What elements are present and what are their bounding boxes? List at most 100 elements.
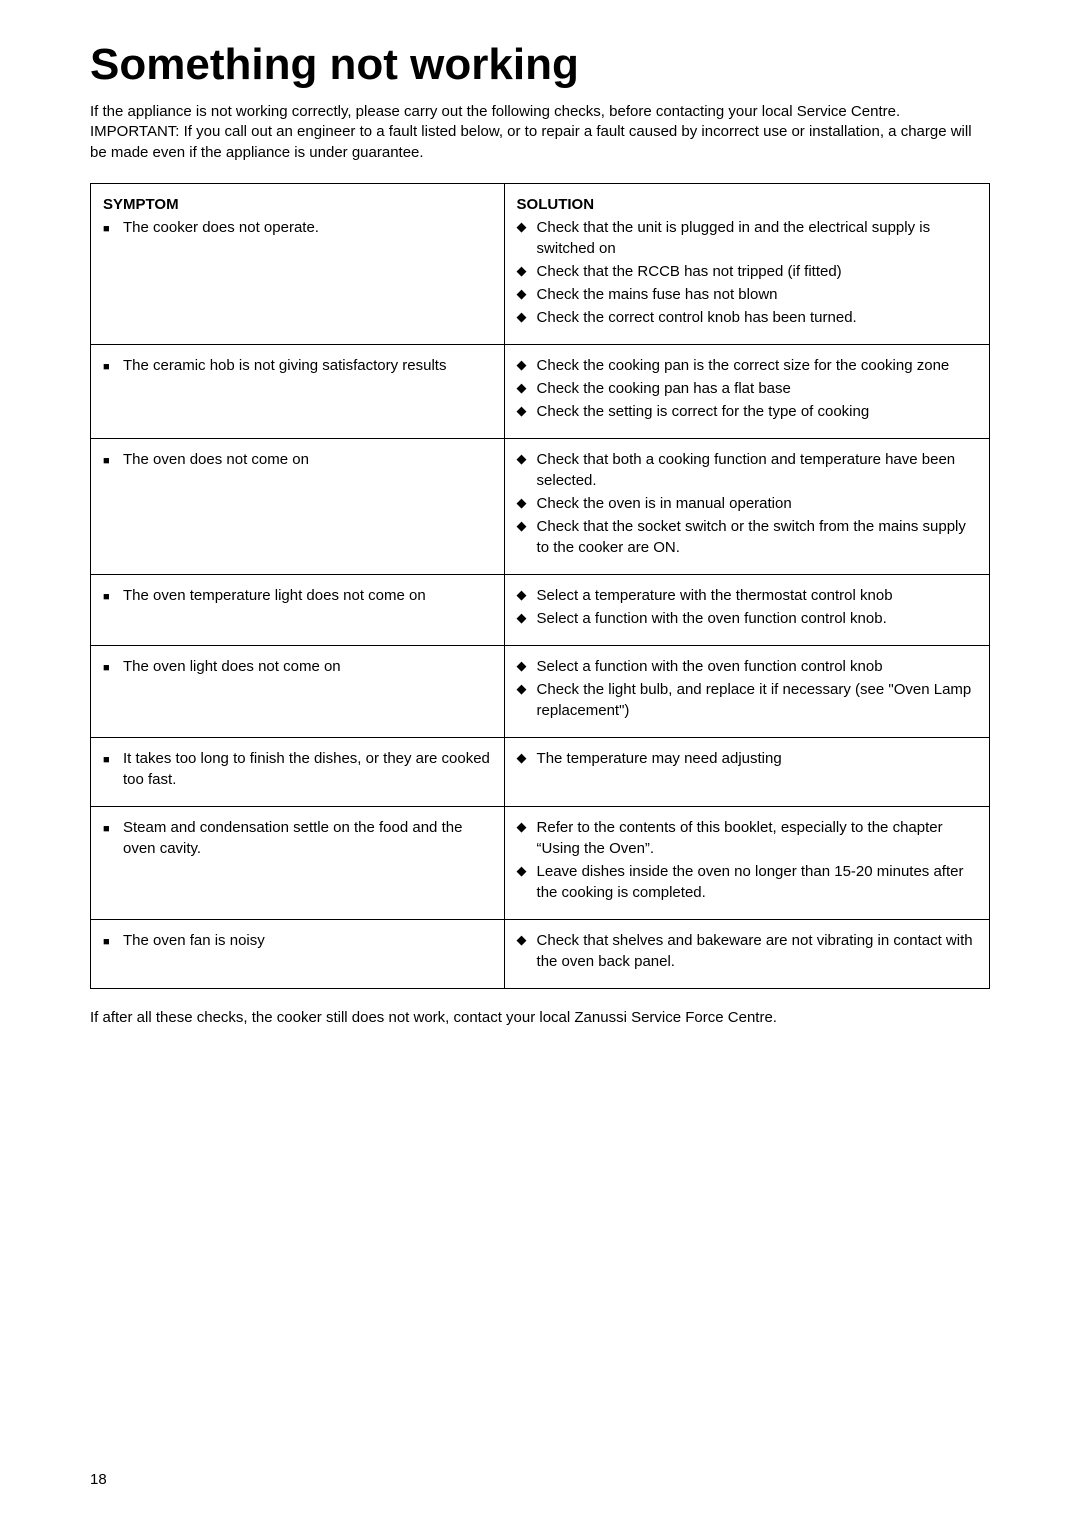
symptom-item: ■The ceramic hob is not giving satisfact…	[103, 355, 492, 376]
solution-item: ◆Check the setting is correct for the ty…	[517, 401, 977, 422]
solution-item: ◆Select a function with the oven functio…	[517, 656, 977, 677]
diamond-bullet-icon: ◆	[517, 401, 537, 421]
symptom-text: The oven does not come on	[123, 449, 492, 470]
symptom-text: The oven fan is noisy	[123, 930, 492, 951]
solution-item: ◆Leave dishes inside the oven no longer …	[517, 861, 977, 903]
page-number: 18	[90, 1471, 107, 1488]
symptom-cell: SYMPTOM■The cooker does not operate.	[91, 183, 505, 344]
solution-text: Check that shelves and bakeware are not …	[537, 930, 977, 972]
solution-cell: ◆Check that both a cooking function and …	[504, 438, 989, 574]
symptom-item: ■The oven does not come on	[103, 449, 492, 470]
solution-item: ◆Check that the RCCB has not tripped (if…	[517, 261, 977, 282]
symptom-item: ■The cooker does not operate.	[103, 217, 492, 238]
solution-item: ◆Check that shelves and bakeware are not…	[517, 930, 977, 972]
square-bullet-icon: ■	[103, 449, 123, 469]
solution-text: Check the correct control knob has been …	[537, 307, 977, 328]
solution-text: Select a function with the oven function…	[537, 656, 977, 677]
symptom-text: The oven temperature light does not come…	[123, 585, 492, 606]
diamond-bullet-icon: ◆	[517, 817, 537, 837]
solution-item: ◆Check the mains fuse has not blown	[517, 284, 977, 305]
symptom-item: ■Steam and condensation settle on the fo…	[103, 817, 492, 859]
diamond-bullet-icon: ◆	[517, 748, 537, 768]
footer-text: If after all these checks, the cooker st…	[90, 1009, 990, 1026]
solution-cell: SOLUTION◆Check that the unit is plugged …	[504, 183, 989, 344]
table-row: ■The ceramic hob is not giving satisfact…	[91, 344, 990, 438]
solution-item: ◆Check that both a cooking function and …	[517, 449, 977, 491]
symptom-item: ■The oven light does not come on	[103, 656, 492, 677]
solution-cell: ◆Select a function with the oven functio…	[504, 645, 989, 737]
solution-text: Check that the unit is plugged in and th…	[537, 217, 977, 259]
diamond-bullet-icon: ◆	[517, 378, 537, 398]
symptom-text: The cooker does not operate.	[123, 217, 492, 238]
symptom-text: Steam and condensation settle on the foo…	[123, 817, 492, 859]
table-row: ■The oven light does not come on ◆Select …	[91, 645, 990, 737]
square-bullet-icon: ■	[103, 217, 123, 237]
solution-item: ◆Check that the unit is plugged in and t…	[517, 217, 977, 259]
solution-text: Check the light bulb, and replace it if …	[537, 679, 977, 721]
square-bullet-icon: ■	[103, 355, 123, 375]
solution-item: ◆Check the cooking pan has a flat base	[517, 378, 977, 399]
page-title: Something not working	[90, 40, 990, 90]
diamond-bullet-icon: ◆	[517, 656, 537, 676]
diamond-bullet-icon: ◆	[517, 930, 537, 950]
symptom-text: It takes too long to finish the dishes, …	[123, 748, 492, 790]
symptom-cell: ■Steam and condensation settle on the fo…	[91, 806, 505, 919]
square-bullet-icon: ■	[103, 817, 123, 837]
solution-text: Check the mains fuse has not blown	[537, 284, 977, 305]
solution-item: ◆Select a temperature with the thermosta…	[517, 585, 977, 606]
symptom-cell: ■The oven temperature light does not com…	[91, 574, 505, 645]
diamond-bullet-icon: ◆	[517, 449, 537, 469]
solution-cell: ◆The temperature may need adjusting	[504, 737, 989, 806]
solution-item: ◆Select a function with the oven functio…	[517, 608, 977, 629]
table-row: ■It takes too long to finish the dishes,…	[91, 737, 990, 806]
diamond-bullet-icon: ◆	[517, 861, 537, 881]
table-row: ■The oven does not come on ◆Check that bo…	[91, 438, 990, 574]
solution-text: Check that both a cooking function and t…	[537, 449, 977, 491]
square-bullet-icon: ■	[103, 930, 123, 950]
solution-item: ◆Check the oven is in manual operation	[517, 493, 977, 514]
diamond-bullet-icon: ◆	[517, 355, 537, 375]
solution-item: ◆The temperature may need adjusting	[517, 748, 977, 769]
solution-item: ◆Check that the socket switch or the swi…	[517, 516, 977, 558]
square-bullet-icon: ■	[103, 656, 123, 676]
solution-text: Check the cooking pan is the correct siz…	[537, 355, 977, 376]
solution-item: ◆Check the light bulb, and replace it if…	[517, 679, 977, 721]
solution-text: Select a temperature with the thermostat…	[537, 585, 977, 606]
solution-text: Check the oven is in manual operation	[537, 493, 977, 514]
table-row: ■The oven fan is noisy ◆Check that shelve…	[91, 919, 990, 988]
diamond-bullet-icon: ◆	[517, 261, 537, 281]
solution-header: SOLUTION	[517, 194, 977, 215]
solution-cell: ◆Check that shelves and bakeware are not…	[504, 919, 989, 988]
solution-cell: ◆Check the cooking pan is the correct si…	[504, 344, 989, 438]
diamond-bullet-icon: ◆	[517, 493, 537, 513]
solution-item: ◆Refer to the contents of this booklet, …	[517, 817, 977, 859]
symptom-header: SYMPTOM	[103, 194, 492, 215]
solution-item: ◆Check the cooking pan is the correct si…	[517, 355, 977, 376]
symptom-item: ■The oven temperature light does not com…	[103, 585, 492, 606]
symptom-cell: ■The ceramic hob is not giving satisfact…	[91, 344, 505, 438]
symptom-item: ■It takes too long to finish the dishes,…	[103, 748, 492, 790]
diamond-bullet-icon: ◆	[517, 217, 537, 237]
intro-line-1: If the appliance is not working correctl…	[90, 103, 900, 120]
solution-item: ◆Check the correct control knob has been…	[517, 307, 977, 328]
diamond-bullet-icon: ◆	[517, 307, 537, 327]
symptom-cell: ■The oven light does not come on	[91, 645, 505, 737]
solution-text: Leave dishes inside the oven no longer t…	[537, 861, 977, 903]
solution-text: Check the setting is correct for the typ…	[537, 401, 977, 422]
diamond-bullet-icon: ◆	[517, 284, 537, 304]
intro-text: If the appliance is not working correctl…	[90, 102, 990, 163]
solution-text: Check that the RCCB has not tripped (if …	[537, 261, 977, 282]
symptom-cell: ■The oven does not come on	[91, 438, 505, 574]
symptom-text: The oven light does not come on	[123, 656, 492, 677]
symptom-cell: ■The oven fan is noisy	[91, 919, 505, 988]
diamond-bullet-icon: ◆	[517, 608, 537, 628]
solution-cell: ◆Select a temperature with the thermosta…	[504, 574, 989, 645]
table-row: SYMPTOM■The cooker does not operate.SOLU…	[91, 183, 990, 344]
table-row: ■The oven temperature light does not com…	[91, 574, 990, 645]
solution-cell: ◆Refer to the contents of this booklet, …	[504, 806, 989, 919]
symptom-cell: ■It takes too long to finish the dishes,…	[91, 737, 505, 806]
solution-text: Check the cooking pan has a flat base	[537, 378, 977, 399]
diamond-bullet-icon: ◆	[517, 585, 537, 605]
solution-text: Check that the socket switch or the swit…	[537, 516, 977, 558]
solution-text: The temperature may need adjusting	[537, 748, 977, 769]
